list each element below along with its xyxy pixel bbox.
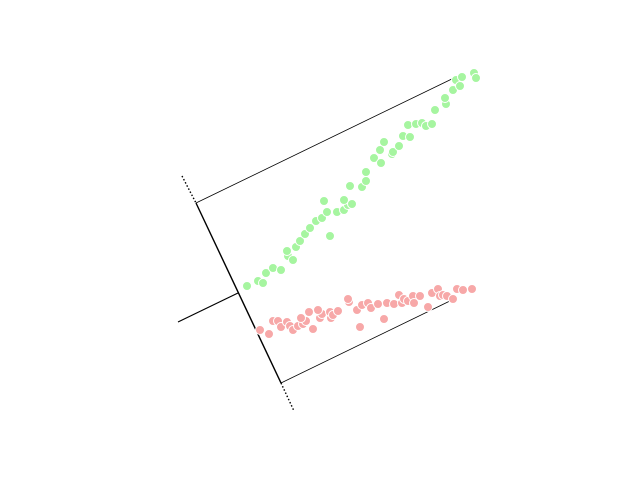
upper-point-7 — [282, 246, 292, 256]
axis-dotted-top — [181, 175, 197, 204]
upper-point-41 — [430, 105, 440, 115]
upper-cluster — [242, 68, 481, 291]
lower-point-0 — [255, 325, 265, 335]
upper-point-46 — [455, 81, 465, 91]
lower-point-39 — [423, 302, 433, 312]
lower-point-48 — [467, 284, 477, 294]
upper-point-47 — [457, 72, 467, 82]
stub-line — [177, 292, 239, 323]
upper-point-16 — [319, 196, 329, 206]
lower-point-1 — [264, 329, 274, 339]
upper-point-2 — [258, 278, 268, 288]
lower-cluster — [255, 284, 477, 339]
lower-point-28 — [373, 299, 383, 309]
axis-line — [195, 202, 282, 384]
upper-point-30 — [379, 137, 389, 147]
axis-dotted-bottom — [280, 382, 295, 412]
lower-point-12 — [304, 307, 314, 317]
lower-point-11 — [296, 313, 306, 323]
upper-point-27 — [369, 153, 379, 163]
upper-point-12 — [305, 223, 315, 233]
lower-point-37 — [409, 298, 419, 308]
lines-layer — [177, 75, 459, 412]
upper-point-21 — [339, 195, 349, 205]
upper-point-28 — [376, 158, 386, 168]
upper-point-49 — [471, 73, 481, 83]
upper-point-3 — [261, 268, 271, 278]
lower-bracket-line — [280, 298, 455, 384]
lower-point-22 — [343, 294, 353, 304]
upper-point-33 — [394, 141, 404, 151]
upper-point-0 — [242, 281, 252, 291]
upper-point-15 — [322, 207, 332, 217]
upper-point-26 — [361, 167, 371, 177]
upper-point-23 — [345, 181, 355, 191]
upper-point-10 — [295, 236, 305, 246]
lower-point-24 — [355, 322, 365, 332]
upper-point-35 — [405, 132, 415, 142]
lower-point-47 — [458, 285, 468, 295]
upper-point-43 — [440, 93, 450, 103]
lower-point-16 — [313, 305, 323, 315]
upper-point-17 — [325, 231, 335, 241]
lower-point-29 — [379, 314, 389, 324]
upper-point-29 — [375, 145, 385, 155]
upper-point-22 — [347, 199, 357, 209]
lower-point-45 — [448, 294, 458, 304]
upper-point-8 — [288, 255, 298, 265]
upper-bracket-line — [195, 75, 459, 204]
upper-point-25 — [361, 176, 371, 186]
upper-point-5 — [276, 265, 286, 275]
lower-point-38 — [415, 291, 425, 301]
upper-point-40 — [427, 119, 437, 129]
upper-point-32 — [388, 147, 398, 157]
lower-point-20 — [333, 306, 343, 316]
lower-point-13 — [308, 324, 318, 334]
